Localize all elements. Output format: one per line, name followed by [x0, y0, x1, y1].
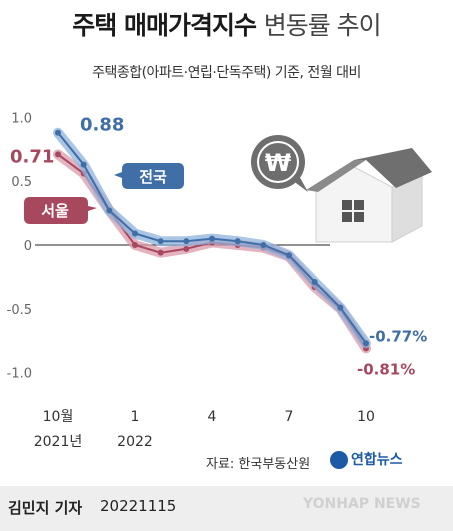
data-point [55, 129, 61, 136]
data-point [80, 161, 87, 168]
source-note: 자료: 한국부동산원 [206, 457, 311, 472]
x-tick-label-year: 2021년 [34, 434, 83, 450]
y-tick-label: -0.5 [7, 303, 32, 318]
title-main: 주택 매매가격지수 [72, 11, 257, 40]
data-point [106, 207, 113, 214]
data-point [311, 279, 318, 286]
end-label-national: -0.77% [369, 327, 427, 345]
data-point [286, 252, 292, 259]
data-point [209, 235, 215, 242]
data-point [234, 238, 241, 245]
yonhap-logo-icon [330, 451, 348, 469]
data-point [183, 245, 190, 252]
x-tick-label: 10 [357, 409, 375, 425]
y-tick-label: -1.0 [7, 367, 32, 382]
y-tick-label: 0 [24, 239, 32, 254]
x-tick-label: 10월 [43, 409, 74, 425]
footer-bar: 김민지 기자 20221115 YONHAP NEWS [0, 486, 453, 531]
data-point [55, 151, 61, 158]
data-point [157, 249, 164, 256]
yonhap-logo: 연합뉴스 [330, 449, 403, 469]
byline: 김민지 기자 [8, 499, 83, 517]
x-tick-label-year: 2022 [117, 434, 153, 450]
title-light: 변동률 추이 [263, 11, 382, 40]
won-coin-tail [292, 174, 308, 192]
data-point [132, 242, 138, 248]
data-point [337, 304, 344, 311]
house-roof-right [354, 148, 432, 188]
legend-label-seoul: 서울 [41, 202, 69, 220]
end-label-seoul: -0.81% [357, 360, 415, 378]
chart-title: 주택 매매가격지수 변동률 추이 [0, 6, 453, 42]
x-tick-label: 7 [285, 409, 294, 425]
house-roof-left [306, 160, 366, 192]
start-label-seoul: 0.71 [10, 146, 54, 167]
watermark: YONHAP NEWS [303, 496, 421, 512]
y-tick-label: 0.5 [11, 175, 32, 190]
publish-date: 20221115 [100, 497, 177, 515]
chart-subtitle: 주택종합(아파트·연립·단독주택) 기준, 전월 대비 [92, 65, 361, 81]
data-point [363, 340, 369, 347]
data-point [260, 242, 267, 248]
won-coin-ring [257, 141, 299, 183]
x-tick-label: 4 [208, 409, 217, 425]
logo-text: 연합뉴스 [351, 452, 403, 468]
data-point [183, 238, 190, 245]
legend-bubble-national [114, 163, 184, 189]
data-point [132, 230, 138, 237]
legend-label-national: 전국 [139, 168, 167, 186]
y-tick-label: 1.0 [11, 111, 32, 126]
won-symbol: ₩ [265, 149, 292, 177]
data-point [157, 238, 164, 245]
x-tick-label: 1 [131, 409, 140, 425]
start-label-national: 0.88 [80, 115, 124, 136]
legend-bubble-seoul [24, 197, 97, 224]
